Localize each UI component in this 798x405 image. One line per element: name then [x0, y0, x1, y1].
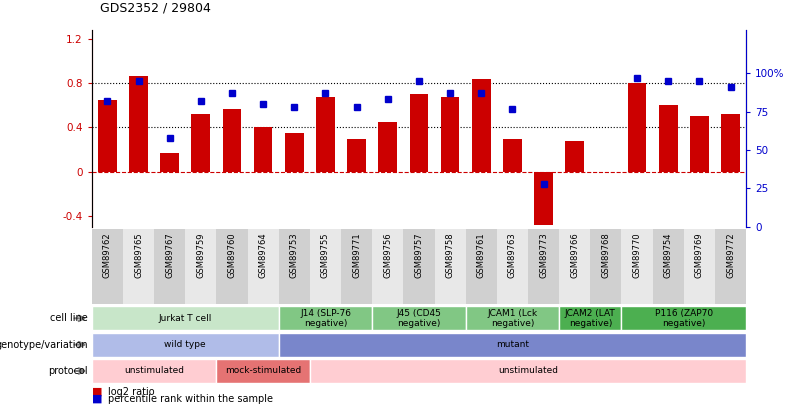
Text: percentile rank within the sample: percentile rank within the sample — [108, 394, 273, 403]
Bar — [559, 229, 591, 304]
Text: GSM89770: GSM89770 — [633, 232, 642, 278]
Text: GSM89761: GSM89761 — [476, 232, 486, 278]
Bar — [123, 229, 154, 304]
Bar — [347, 139, 366, 172]
Bar — [409, 94, 429, 172]
Bar — [559, 306, 622, 330]
Text: wild type: wild type — [164, 340, 206, 349]
Bar — [247, 229, 279, 304]
Text: GSM89769: GSM89769 — [695, 232, 704, 278]
Bar — [129, 76, 148, 172]
Text: GSM89767: GSM89767 — [165, 232, 174, 278]
Text: GSM89759: GSM89759 — [196, 232, 205, 278]
Text: J45 (CD45
negative): J45 (CD45 negative) — [397, 309, 441, 328]
Bar — [185, 229, 216, 304]
Bar — [622, 229, 653, 304]
Bar — [435, 229, 466, 304]
Text: GSM89768: GSM89768 — [602, 232, 610, 278]
Bar — [310, 359, 746, 383]
Bar — [503, 139, 522, 172]
Text: J14 (SLP-76
negative): J14 (SLP-76 negative) — [300, 309, 351, 328]
Text: GSM89763: GSM89763 — [508, 232, 517, 278]
Text: GSM89757: GSM89757 — [414, 232, 424, 278]
Text: log2 ratio: log2 ratio — [108, 387, 154, 396]
Text: Jurkat T cell: Jurkat T cell — [159, 314, 212, 323]
Bar — [154, 229, 185, 304]
Bar — [216, 229, 247, 304]
Bar — [160, 153, 179, 172]
Text: P116 (ZAP70
negative): P116 (ZAP70 negative) — [654, 309, 713, 328]
Text: cell line: cell line — [50, 313, 88, 323]
Bar — [659, 105, 678, 172]
Text: GSM89762: GSM89762 — [103, 232, 112, 278]
Bar — [279, 333, 746, 357]
Text: GSM89760: GSM89760 — [227, 232, 236, 278]
Bar — [285, 133, 304, 172]
Bar — [372, 229, 403, 304]
Text: ■: ■ — [92, 394, 102, 403]
Bar — [440, 96, 460, 172]
Text: mock-stimulated: mock-stimulated — [225, 367, 302, 375]
Bar — [316, 96, 335, 172]
Bar — [622, 306, 746, 330]
Text: GSM89766: GSM89766 — [571, 232, 579, 278]
Text: GSM89758: GSM89758 — [445, 232, 455, 278]
Text: unstimulated: unstimulated — [498, 367, 558, 375]
Text: protocol: protocol — [48, 366, 88, 376]
Text: GSM89764: GSM89764 — [259, 232, 267, 278]
Text: GDS2352 / 29804: GDS2352 / 29804 — [100, 1, 211, 14]
Text: JCAM2 (LAT
negative): JCAM2 (LAT negative) — [565, 309, 616, 328]
Bar — [216, 359, 310, 383]
Bar — [372, 306, 466, 330]
Text: unstimulated: unstimulated — [124, 367, 184, 375]
Bar — [92, 306, 279, 330]
Bar — [92, 333, 279, 357]
Bar — [310, 229, 341, 304]
Text: GSM89773: GSM89773 — [539, 232, 548, 278]
Bar — [254, 128, 272, 172]
Text: ■: ■ — [92, 387, 102, 396]
Bar — [690, 117, 709, 172]
Bar — [721, 114, 740, 172]
Text: GSM89756: GSM89756 — [383, 232, 393, 278]
Bar — [341, 229, 372, 304]
Bar — [653, 229, 684, 304]
Text: JCAM1 (Lck
negative): JCAM1 (Lck negative) — [488, 309, 538, 328]
Text: genotype/variation: genotype/variation — [0, 340, 88, 350]
Bar — [472, 79, 491, 172]
Bar — [279, 306, 372, 330]
Bar — [279, 229, 310, 304]
Bar — [534, 172, 553, 225]
Text: GSM89772: GSM89772 — [726, 232, 735, 278]
Bar — [466, 306, 559, 330]
Bar — [92, 359, 216, 383]
Bar — [715, 229, 746, 304]
Bar — [591, 229, 622, 304]
Bar — [566, 141, 584, 172]
Bar — [403, 229, 435, 304]
Bar — [378, 122, 397, 172]
Bar — [223, 109, 241, 172]
Text: GSM89765: GSM89765 — [134, 232, 143, 278]
Bar — [466, 229, 497, 304]
Text: GSM89771: GSM89771 — [352, 232, 361, 278]
Text: GSM89753: GSM89753 — [290, 232, 298, 278]
Bar — [684, 229, 715, 304]
Text: GSM89754: GSM89754 — [664, 232, 673, 278]
Bar — [628, 83, 646, 172]
Text: GSM89755: GSM89755 — [321, 232, 330, 278]
Bar — [92, 229, 123, 304]
Bar — [528, 229, 559, 304]
Bar — [192, 114, 210, 172]
Text: mutant: mutant — [496, 340, 529, 349]
Bar — [98, 100, 117, 172]
Bar — [497, 229, 528, 304]
